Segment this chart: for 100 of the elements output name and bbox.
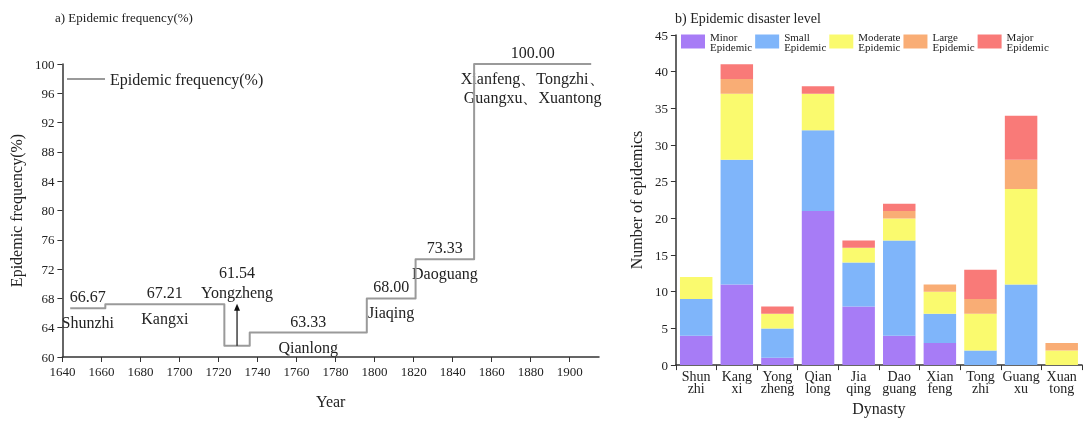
text: 100.00 [510, 44, 555, 61]
y-tick-label: 68 [41, 290, 55, 306]
bar [801, 211, 835, 366]
bar [720, 284, 754, 366]
y-tick-label: 10 [654, 284, 668, 300]
x-tick-label: 1780 [322, 364, 349, 379]
text: 68.00 [373, 278, 410, 296]
annotation: Qianlong [278, 338, 339, 357]
y-tick-label: 100 [34, 56, 55, 72]
x-tick-label: Jia qing [846, 368, 872, 396]
bar [801, 93, 835, 131]
y-tick-label: 72 [41, 261, 55, 277]
x-tick-label: Qian long [804, 368, 832, 396]
y-tick-label: 15 [654, 247, 668, 263]
text: 73.33 [426, 239, 463, 257]
x-tick-label: 1800 [361, 364, 388, 379]
bar [842, 240, 875, 248]
legend-label: Major Epidemic [1006, 30, 1049, 53]
bar [842, 306, 875, 366]
x-tick-label: 1760 [283, 364, 310, 379]
x-tick-label: Xian feng [926, 368, 954, 396]
y-tick-label: 40 [654, 64, 668, 80]
x-axis-title: Year [315, 392, 347, 410]
bar [883, 211, 916, 219]
y-tick-label: 25 [654, 174, 668, 190]
text: 67.21 [146, 284, 183, 302]
bar [720, 159, 754, 285]
legend-label: Small Epidemic [784, 30, 827, 53]
x-tick-label: 1900 [556, 364, 583, 379]
y-tick-label: 76 [41, 232, 55, 248]
x-tick-label: Kang xi [721, 368, 752, 396]
bar [679, 277, 713, 300]
bar [883, 218, 916, 241]
x-tick-label: 1700 [166, 364, 193, 379]
bar [1004, 284, 1038, 366]
annotation: Jiaqing [368, 304, 415, 323]
bar [1045, 350, 1078, 366]
bar [801, 86, 835, 94]
text: 66.67 [69, 288, 106, 306]
bar [883, 203, 916, 212]
x-tick-label: 1740 [244, 364, 271, 379]
bar [761, 328, 794, 358]
annotation: Kangxi [141, 310, 189, 329]
y-tick-label: 35 [654, 100, 668, 116]
bar [761, 357, 794, 366]
y-axis-title: Number of epidemics [627, 130, 646, 270]
y-tick-label: 30 [654, 137, 668, 153]
legend-label: Minor Epidemic [710, 30, 753, 53]
y-tick-label: 92 [41, 115, 55, 131]
legend-label: Large Epidemic [932, 30, 975, 53]
chart-title: b) Epidemic disaster level [675, 10, 821, 27]
y-tick-label: 0 [661, 357, 668, 373]
bar [883, 335, 916, 366]
bar [679, 299, 713, 336]
bar [1004, 159, 1038, 190]
x-tick-label: 1640 [49, 364, 76, 379]
x-tick-label: 1680 [127, 364, 154, 379]
bar [964, 350, 997, 366]
annotation: Yongzheng [200, 283, 274, 302]
bar [923, 343, 957, 366]
x-tick-label: 1880 [517, 364, 544, 379]
y-tick-label: 20 [654, 210, 668, 226]
x-tick-label: Tong zhi [966, 368, 995, 396]
x-tick-label: Guang xu [1002, 368, 1040, 396]
bar [923, 291, 957, 314]
y-tick-label: 88 [41, 144, 55, 160]
y-axis-title: Epidemic frequency(%) [7, 133, 26, 288]
bar [842, 262, 875, 307]
bar [720, 64, 754, 80]
annotation: Daoguang [411, 265, 478, 284]
bar [761, 313, 794, 329]
bar [923, 284, 957, 292]
y-tick-label: 84 [41, 173, 55, 189]
annotation: Xianfeng、Tongzhi、 Guangxu、Xuantong [460, 70, 605, 107]
x-tick-label: 1660 [88, 364, 115, 379]
bar [923, 313, 957, 344]
bar [964, 269, 997, 300]
y-tick-label: 5 [661, 320, 668, 336]
bar [679, 335, 713, 366]
text: 63.33 [290, 312, 327, 330]
x-tick-label: 1840 [439, 364, 466, 379]
x-tick-label: Yong zheng [760, 368, 795, 396]
bar [964, 313, 997, 351]
x-tick-label: 1720 [205, 364, 232, 379]
bar [842, 247, 875, 263]
x-tick-label: Dao guang [882, 368, 917, 396]
bar [883, 240, 916, 336]
bar [1004, 189, 1038, 285]
y-tick-label: 60 [41, 349, 55, 365]
x-tick-label: Xuan tong [1046, 368, 1077, 396]
y-tick-label: 80 [41, 203, 55, 218]
x-tick-label: 1860 [478, 364, 505, 379]
x-tick-label: 1820 [400, 364, 427, 379]
y-tick-label: 45 [654, 27, 668, 43]
y-tick-label: 64 [41, 320, 55, 336]
x-axis-title: Dynasty [852, 399, 906, 418]
text: 61.54 [219, 263, 256, 281]
bar [720, 79, 754, 94]
bar [720, 93, 754, 160]
y-tick-label: 96 [41, 85, 55, 101]
